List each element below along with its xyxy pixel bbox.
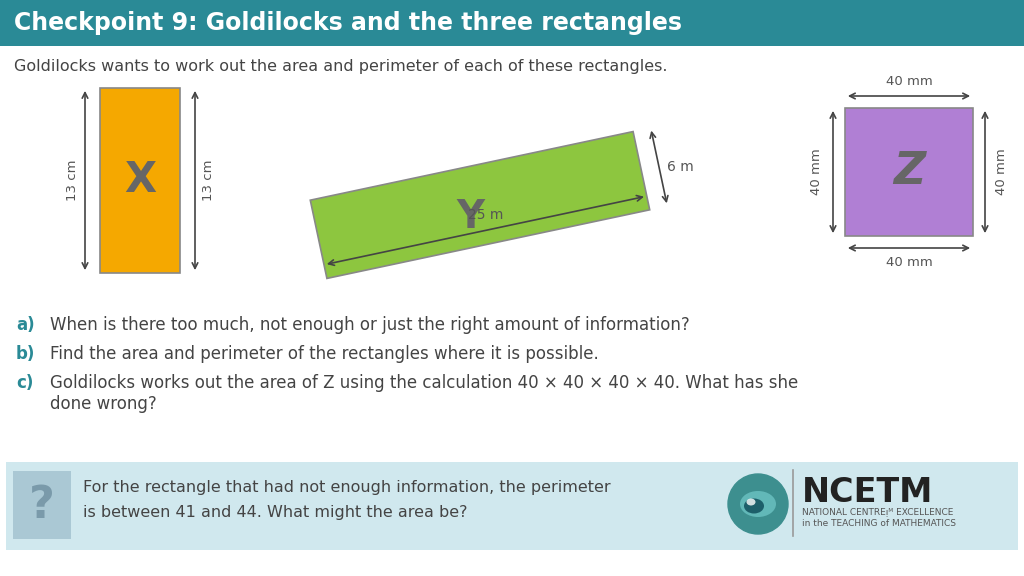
Text: ?: ?	[29, 483, 55, 526]
Text: When is there too much, not enough or just the right amount of information?: When is there too much, not enough or ju…	[50, 316, 690, 334]
Text: 25 m: 25 m	[468, 209, 503, 222]
Text: 40 mm: 40 mm	[810, 149, 823, 195]
Text: 13 cm: 13 cm	[202, 160, 214, 201]
Text: 40 mm: 40 mm	[995, 149, 1008, 195]
Bar	[13, 471, 71, 539]
Text: 13 cm: 13 cm	[66, 160, 79, 201]
Text: 40 mm: 40 mm	[886, 75, 933, 88]
Circle shape	[728, 474, 788, 534]
Text: 6 m: 6 m	[667, 160, 693, 174]
Text: a): a)	[16, 316, 35, 334]
Text: Z: Z	[893, 150, 925, 194]
Text: b): b)	[16, 345, 36, 363]
Ellipse shape	[746, 498, 756, 506]
Text: For the rectangle that had not enough information, the perimeter: For the rectangle that had not enough in…	[83, 480, 610, 495]
Polygon shape	[310, 131, 649, 278]
Text: Goldilocks wants to work out the area and perimeter of each of these rectangles.: Goldilocks wants to work out the area an…	[14, 59, 668, 74]
Text: X: X	[124, 160, 156, 202]
Ellipse shape	[740, 491, 776, 517]
Text: 40 mm: 40 mm	[886, 256, 933, 269]
Bar	[6, 462, 1018, 550]
Text: in the TEACHING of MATHEMATICS: in the TEACHING of MATHEMATICS	[802, 519, 956, 528]
Text: Y: Y	[456, 198, 484, 236]
Text: done wrong?: done wrong?	[50, 395, 157, 413]
Text: is between 41 and 44. What might the area be?: is between 41 and 44. What might the are…	[83, 505, 468, 520]
Text: NATIONAL CENTREᴉᴹ EXCELLENCE: NATIONAL CENTREᴉᴹ EXCELLENCE	[802, 508, 953, 517]
Text: Find the area and perimeter of the rectangles where it is possible.: Find the area and perimeter of the recta…	[50, 345, 599, 363]
Bar	[100, 88, 180, 273]
Text: c): c)	[16, 374, 34, 392]
Text: NCETM: NCETM	[802, 476, 933, 509]
Text: Checkpoint 9: Goldilocks and the three rectangles: Checkpoint 9: Goldilocks and the three r…	[14, 11, 682, 35]
Bar	[845, 108, 973, 236]
Bar	[0, 0, 1024, 46]
Text: Goldilocks works out the area of Z using the calculation 40 × 40 × 40 × 40. What: Goldilocks works out the area of Z using…	[50, 374, 799, 392]
Ellipse shape	[744, 498, 764, 513]
